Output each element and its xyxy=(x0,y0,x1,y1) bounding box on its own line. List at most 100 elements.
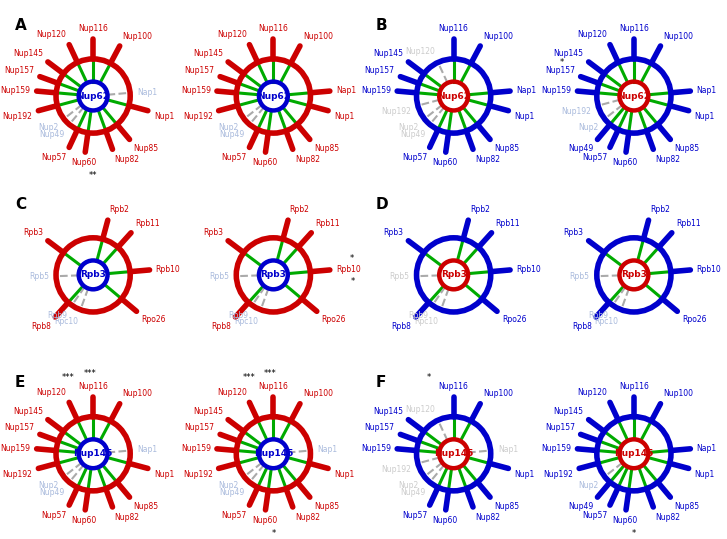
Text: Nup82: Nup82 xyxy=(475,513,500,522)
Text: Nup2: Nup2 xyxy=(579,123,599,132)
Text: Nup2: Nup2 xyxy=(398,481,419,490)
Text: Nup120: Nup120 xyxy=(217,388,246,397)
Text: Rpb9: Rpb9 xyxy=(48,311,68,320)
Text: Nup145: Nup145 xyxy=(13,49,43,58)
Text: Nup100: Nup100 xyxy=(483,389,513,398)
Text: Rpb10: Rpb10 xyxy=(336,265,361,274)
Text: Nup159: Nup159 xyxy=(1,86,31,95)
Text: ***: *** xyxy=(62,374,75,382)
Text: Nup157: Nup157 xyxy=(4,423,34,432)
Text: *: * xyxy=(350,254,353,263)
Text: Nup120: Nup120 xyxy=(577,30,607,39)
Text: Nup120: Nup120 xyxy=(405,405,435,413)
Text: Rpc10: Rpc10 xyxy=(414,316,438,326)
Text: Nup157: Nup157 xyxy=(185,66,214,74)
Text: Nup192: Nup192 xyxy=(182,112,213,121)
Text: Nup62: Nup62 xyxy=(617,92,651,100)
Text: Nup145: Nup145 xyxy=(254,450,293,458)
Text: Nup57: Nup57 xyxy=(582,511,607,520)
Text: Nup85: Nup85 xyxy=(494,144,519,153)
Text: Rpb3: Rpb3 xyxy=(23,228,43,237)
Text: Rpb8: Rpb8 xyxy=(572,322,592,330)
Text: Nup82: Nup82 xyxy=(115,155,140,164)
Text: F: F xyxy=(375,376,386,390)
Text: Nup49: Nup49 xyxy=(220,488,245,497)
Text: Nup57: Nup57 xyxy=(402,153,427,162)
Text: Nup49: Nup49 xyxy=(39,130,65,139)
Text: Rpb5: Rpb5 xyxy=(209,272,229,281)
Text: Nup159: Nup159 xyxy=(361,86,391,95)
Text: Nup85: Nup85 xyxy=(134,502,158,511)
Text: Nup120: Nup120 xyxy=(36,388,67,397)
Text: Rpb3: Rpb3 xyxy=(80,271,106,279)
Text: Nup60: Nup60 xyxy=(72,516,97,525)
Text: Nup60: Nup60 xyxy=(72,158,97,167)
Text: *: * xyxy=(559,58,563,67)
Text: Nup60: Nup60 xyxy=(252,158,277,167)
Text: Nup159: Nup159 xyxy=(1,444,31,453)
Text: Nup60: Nup60 xyxy=(433,158,457,167)
Text: Rpb9: Rpb9 xyxy=(588,311,608,320)
Text: Nup159: Nup159 xyxy=(361,444,391,453)
Text: Nup2: Nup2 xyxy=(218,481,238,490)
Text: Nup57: Nup57 xyxy=(41,511,67,520)
Text: Rpb3: Rpb3 xyxy=(441,271,467,279)
Text: Nap1: Nap1 xyxy=(318,445,337,454)
Text: Nup120: Nup120 xyxy=(36,30,67,39)
Text: Nup1: Nup1 xyxy=(154,470,174,479)
Text: Rpb9: Rpb9 xyxy=(409,311,428,320)
Text: Nup192: Nup192 xyxy=(381,107,411,116)
Text: Rpb11: Rpb11 xyxy=(316,219,340,228)
Text: Nup100: Nup100 xyxy=(664,389,694,398)
Text: Nup145: Nup145 xyxy=(554,407,584,416)
Text: Nup2: Nup2 xyxy=(579,481,599,490)
Text: Nup100: Nup100 xyxy=(123,389,153,398)
Text: **: ** xyxy=(89,171,97,181)
Text: Nup192: Nup192 xyxy=(543,470,573,479)
Text: Nup157: Nup157 xyxy=(545,423,575,432)
Text: Nup85: Nup85 xyxy=(674,502,699,511)
Text: *: * xyxy=(351,278,355,286)
Text: Nap1: Nap1 xyxy=(137,88,157,96)
Text: Nup116: Nup116 xyxy=(438,382,469,391)
Text: Nup120: Nup120 xyxy=(217,30,246,39)
Text: Nup116: Nup116 xyxy=(619,24,648,33)
Text: Rpc10: Rpc10 xyxy=(595,316,619,326)
Text: Nup60: Nup60 xyxy=(433,516,457,525)
Text: Rpb2: Rpb2 xyxy=(289,205,310,214)
Text: Nup157: Nup157 xyxy=(545,66,575,74)
Text: Nup1: Nup1 xyxy=(694,112,715,121)
Text: Nup82: Nup82 xyxy=(475,155,500,164)
Text: Rpb3: Rpb3 xyxy=(260,271,286,279)
Text: E: E xyxy=(15,376,25,390)
Text: Rpb5: Rpb5 xyxy=(390,272,409,281)
Text: Nup1: Nup1 xyxy=(334,112,354,121)
Text: Nup82: Nup82 xyxy=(295,155,320,164)
Text: *: * xyxy=(427,374,431,382)
Text: Nup116: Nup116 xyxy=(79,382,108,391)
Text: Nup116: Nup116 xyxy=(258,24,289,33)
Text: Nup100: Nup100 xyxy=(483,31,513,40)
Text: Nup2: Nup2 xyxy=(398,123,419,132)
Text: Nup62: Nup62 xyxy=(76,92,110,100)
Text: Nup57: Nup57 xyxy=(41,153,67,162)
Text: Nap1: Nap1 xyxy=(336,86,356,95)
Text: Nup60: Nup60 xyxy=(252,516,277,525)
Text: Nup82: Nup82 xyxy=(655,155,680,164)
Text: Nup192: Nup192 xyxy=(381,465,411,474)
Text: Nup85: Nup85 xyxy=(314,144,339,153)
Text: Nup100: Nup100 xyxy=(303,31,333,40)
Text: Nup82: Nup82 xyxy=(295,513,320,522)
Text: Nup85: Nup85 xyxy=(494,502,519,511)
Text: Nup157: Nup157 xyxy=(185,423,214,432)
Text: Nap1: Nap1 xyxy=(696,86,717,95)
Text: Nup60: Nup60 xyxy=(613,158,638,167)
Text: C: C xyxy=(15,197,26,212)
Text: Nup49: Nup49 xyxy=(400,130,425,139)
Text: Rpb5: Rpb5 xyxy=(29,272,49,281)
Text: Nup85: Nup85 xyxy=(674,144,699,153)
Text: Rpb8: Rpb8 xyxy=(392,322,411,330)
Text: Nup2: Nup2 xyxy=(38,123,58,132)
Text: Nup62: Nup62 xyxy=(257,92,290,100)
Text: Nup2: Nup2 xyxy=(38,481,58,490)
